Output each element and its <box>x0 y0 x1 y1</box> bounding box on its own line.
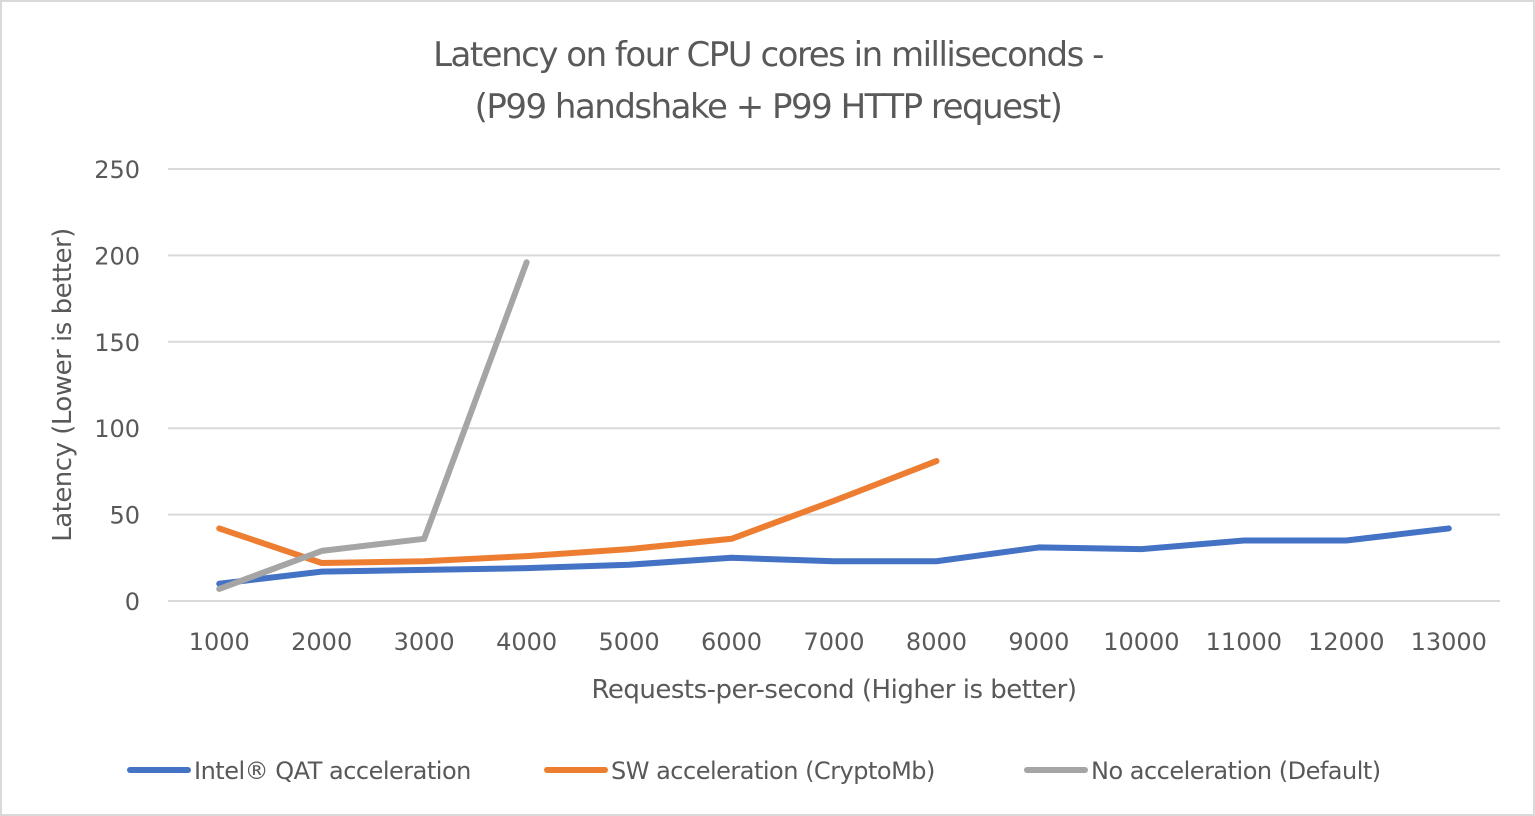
x-tick-label: 13000 <box>1411 628 1487 656</box>
y-tick-label: 250 <box>94 156 140 184</box>
legend-label: No acceleration (Default) <box>1091 757 1381 785</box>
y-tick-label: 150 <box>94 329 140 357</box>
y-tick-label: 100 <box>94 415 140 443</box>
x-tick-label: 3000 <box>394 628 455 656</box>
chart-title-line-1: Latency on four CPU cores in millisecond… <box>433 35 1103 75</box>
legend-label: SW acceleration (CryptoMb) <box>611 757 935 785</box>
y-tick-label: 50 <box>109 502 140 530</box>
y-tick-label: 0 <box>125 588 140 616</box>
x-tick-label: 11000 <box>1206 628 1282 656</box>
x-tick-label: 4000 <box>496 628 557 656</box>
series-line-2 <box>216 259 530 592</box>
x-tick-label: 8000 <box>906 628 967 656</box>
x-tick-label: 10000 <box>1103 628 1179 656</box>
chart-title-line-2: (P99 handshake + P99 HTTP request) <box>475 87 1062 127</box>
x-tick-label: 7000 <box>803 628 864 656</box>
legend-label: Intel® QAT acceleration <box>194 757 471 785</box>
y-tick-label: 200 <box>94 242 140 270</box>
x-axis-label: Requests-per-second (Higher is better) <box>591 675 1076 705</box>
x-tick-label: 1000 <box>189 628 250 656</box>
x-tick-label: 2000 <box>291 628 352 656</box>
series-line-1 <box>216 458 940 566</box>
x-tick-label: 5000 <box>599 628 660 656</box>
x-tick-label: 12000 <box>1308 628 1384 656</box>
y-axis-label: Latency (Lower is better) <box>48 228 78 542</box>
x-tick-label: 9000 <box>1008 628 1069 656</box>
x-tick-label: 6000 <box>701 628 762 656</box>
